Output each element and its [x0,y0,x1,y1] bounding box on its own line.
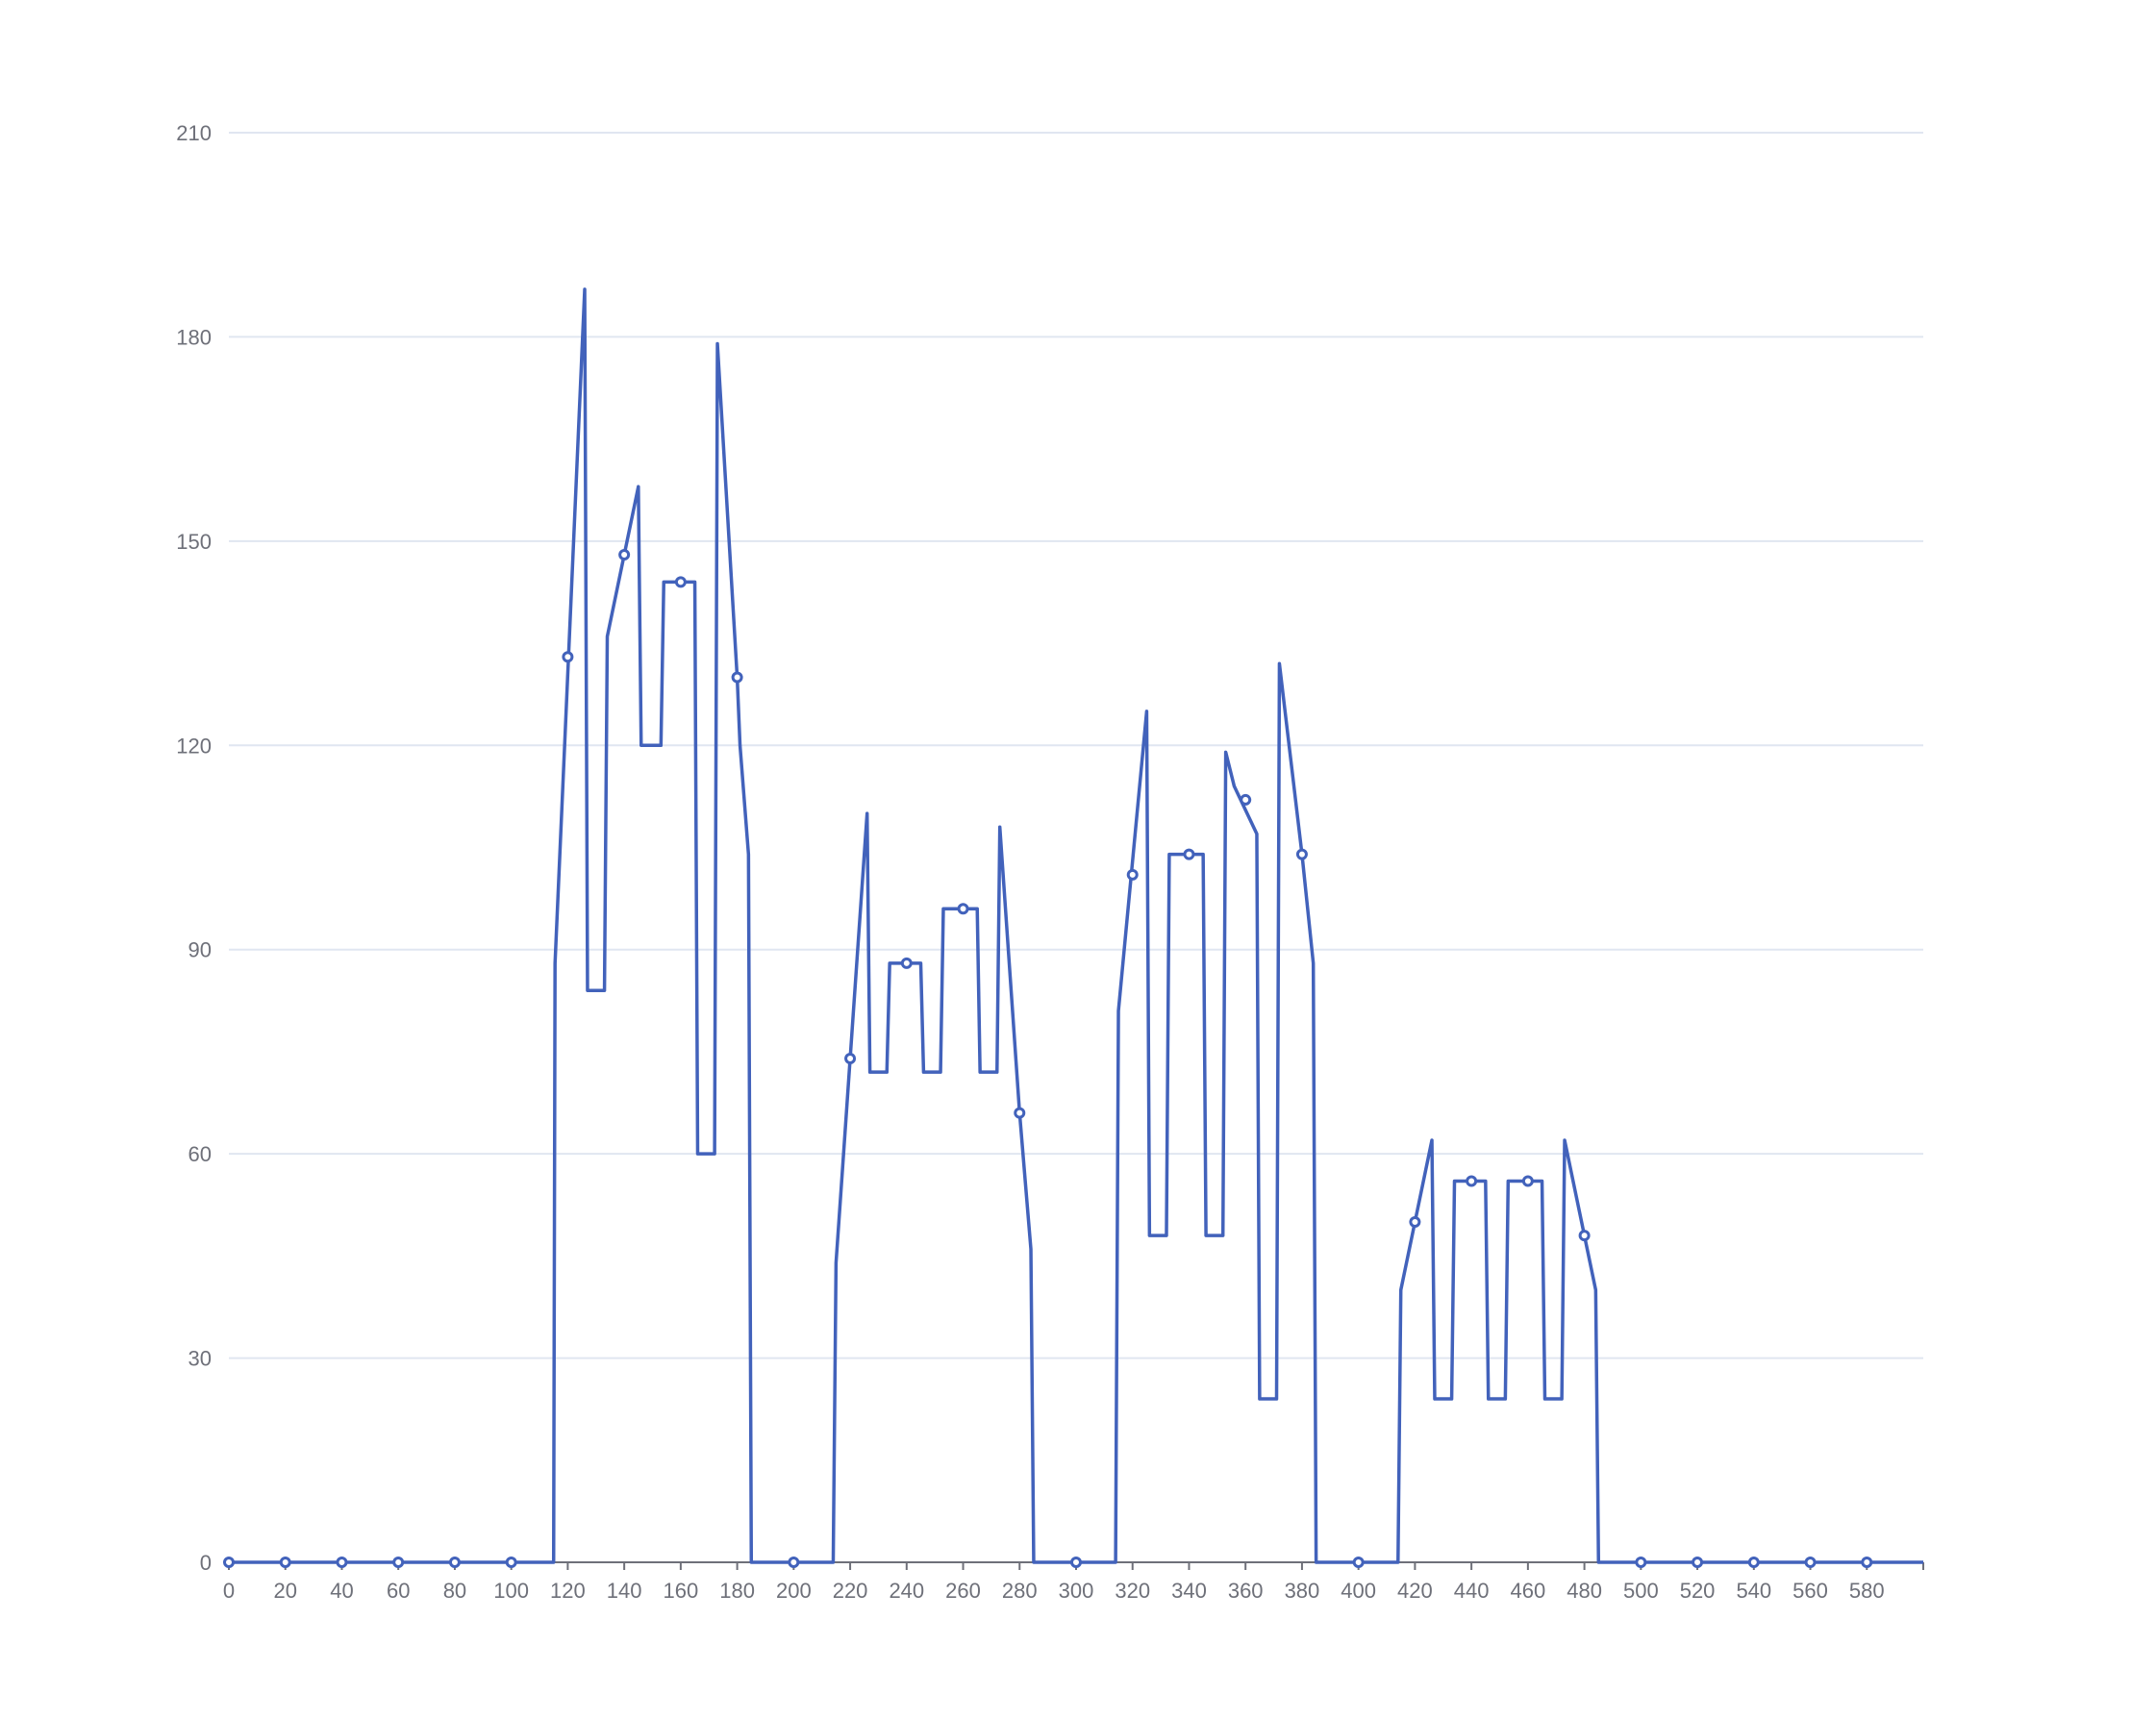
data-point[interactable] [562,651,574,663]
data-point[interactable] [1578,1230,1591,1242]
x-tick-label: 180 [719,1579,755,1603]
x-tick-label: 520 [1680,1579,1716,1603]
data-point[interactable] [844,1053,857,1065]
x-axis-labels: 0 20 40 60 80 100 120 140 160 180 200 220 240 260 280 3… [223,1579,1885,1603]
x-tick-label: 140 [607,1579,642,1603]
series [223,287,1923,1568]
x-tick-label: 580 [1849,1579,1885,1603]
data-point[interactable] [1070,1557,1082,1568]
data-point[interactable] [1692,1557,1704,1568]
x-tick-label: 560 [1792,1579,1828,1603]
x-tick-label: 500 [1623,1579,1659,1603]
grid [229,132,1923,1359]
x-tick-label: 260 [945,1579,981,1603]
x-tick-label: 360 [1228,1579,1264,1603]
y-tick-label: 120 [176,734,212,758]
data-point[interactable] [1747,1557,1760,1568]
data-point[interactable] [618,549,631,561]
x-tick-label: 440 [1454,1579,1490,1603]
data-point[interactable] [1409,1215,1421,1228]
data-point[interactable] [1014,1107,1026,1119]
data-point[interactable] [1635,1557,1647,1568]
data-point[interactable] [1861,1557,1873,1568]
y-axis-labels: 0 30 60 90 120 150 180 210 [176,121,212,1575]
data-point[interactable] [788,1557,800,1568]
x-tick-label: 160 [664,1579,699,1603]
data-point[interactable] [1183,848,1195,860]
x-tick-label: 240 [889,1579,924,1603]
x-tick-label: 300 [1059,1579,1094,1603]
x-tick-label: 540 [1736,1579,1771,1603]
data-point[interactable] [1804,1557,1817,1568]
data-point[interactable] [900,957,913,969]
y-tick-label: 60 [188,1142,212,1166]
x-tick-label: 0 [223,1579,235,1603]
data-point[interactable] [279,1557,291,1568]
x-tick-label: 200 [776,1579,812,1603]
x-tick-label: 100 [493,1579,529,1603]
x-tick-label: 40 [330,1579,353,1603]
data-point[interactable] [448,1557,461,1568]
x-tick-label: 80 [443,1579,466,1603]
data-point[interactable] [1466,1175,1478,1187]
x-tick-label: 340 [1171,1579,1207,1603]
x-tick-label: 60 [387,1579,410,1603]
data-point[interactable] [674,576,687,588]
x-tick-label: 280 [1002,1579,1038,1603]
data-point[interactable] [1295,848,1308,860]
x-tick-label: 320 [1115,1579,1150,1603]
y-tick-label: 0 [200,1551,212,1575]
data-point[interactable] [1352,1557,1365,1568]
data-point[interactable] [1521,1175,1534,1187]
y-tick-label: 180 [176,325,212,349]
x-tick-label: 20 [273,1579,296,1603]
data-point[interactable] [223,1557,235,1568]
data-point[interactable] [336,1557,348,1568]
data-point[interactable] [957,903,969,915]
x-tick-label: 120 [550,1579,586,1603]
y-tick-label: 210 [176,121,212,145]
x-tick-label: 460 [1511,1579,1546,1603]
x-tick-label: 480 [1567,1579,1602,1603]
y-tick-label: 150 [176,530,212,554]
x-tick-label: 420 [1397,1579,1433,1603]
data-point[interactable] [1126,868,1139,881]
x-tick-label: 220 [833,1579,868,1603]
y-tick-label: 30 [188,1347,212,1371]
y-tick-label: 90 [188,938,212,962]
data-point[interactable] [505,1557,517,1568]
x-tick-label: 380 [1285,1579,1320,1603]
x-tick-label: 400 [1341,1579,1376,1603]
series-line [229,287,1923,1564]
data-point[interactable] [1240,793,1252,806]
data-point[interactable] [392,1557,405,1568]
data-point[interactable] [731,671,743,684]
